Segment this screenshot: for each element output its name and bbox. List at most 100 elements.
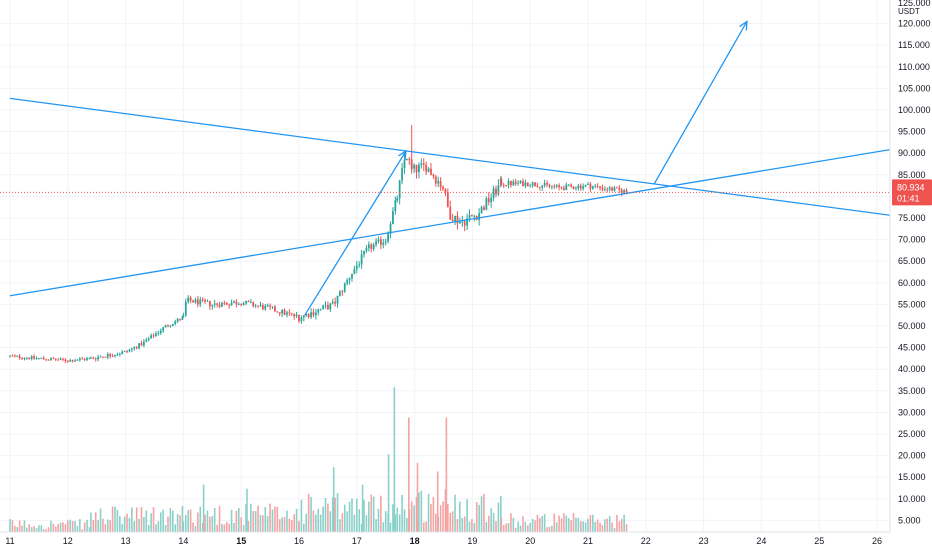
candle-body xyxy=(594,185,597,187)
candle-body xyxy=(543,182,546,186)
candle-body xyxy=(348,278,351,281)
volume-bar xyxy=(240,517,242,532)
candle-body xyxy=(201,299,204,301)
candle-body xyxy=(351,274,353,279)
candle-body xyxy=(76,359,79,361)
volume-bar xyxy=(375,519,377,532)
volume-bar xyxy=(102,518,104,532)
candle-body xyxy=(133,347,136,349)
trend-line xyxy=(9,148,895,297)
chart-grid xyxy=(0,0,890,532)
candle-body xyxy=(389,223,392,234)
candle-body xyxy=(339,291,341,296)
time-tick-label: 23 xyxy=(699,536,709,546)
volume-bar xyxy=(579,521,582,532)
trendline-drawings[interactable] xyxy=(9,20,895,316)
volume-bar xyxy=(478,504,480,532)
volume-bar xyxy=(351,498,353,532)
candle-body xyxy=(334,301,337,304)
volume-bar xyxy=(560,518,563,532)
volume-bar xyxy=(485,522,488,532)
candle-body xyxy=(130,348,133,350)
candle-body xyxy=(196,299,199,305)
candle-body xyxy=(538,186,541,188)
volume-bar xyxy=(519,525,522,532)
volume-bar xyxy=(459,501,461,532)
candle-body xyxy=(497,185,500,195)
volume-bar xyxy=(225,521,228,532)
volume-bar xyxy=(442,501,444,532)
volume-bar xyxy=(88,527,91,532)
volume-bar xyxy=(233,523,235,532)
candle-body xyxy=(102,356,104,358)
candle-body xyxy=(302,315,305,318)
time-tick-label: 13 xyxy=(121,536,131,546)
candle-body xyxy=(599,186,601,188)
candle-body xyxy=(164,325,167,328)
volume-bar xyxy=(235,510,238,532)
candle-body xyxy=(9,355,11,357)
volume-bar xyxy=(67,520,69,532)
candle-body xyxy=(372,244,375,250)
volume-bar xyxy=(218,506,221,532)
candle-body xyxy=(147,338,150,341)
volume-bar xyxy=(71,521,74,532)
volume-bar xyxy=(283,516,286,532)
price-tick-label: 95.000 xyxy=(898,127,926,137)
candle-body xyxy=(225,302,228,305)
candle-body xyxy=(329,303,332,310)
volume-bar xyxy=(123,516,126,532)
volume-bar xyxy=(201,523,204,532)
volume-bar xyxy=(616,514,618,532)
volume-bar xyxy=(365,515,368,532)
candle-body xyxy=(221,302,223,307)
volume-bar xyxy=(30,527,33,532)
candle-body xyxy=(413,164,416,169)
candle-body xyxy=(444,189,447,193)
volume-bar xyxy=(295,508,298,532)
candle-body xyxy=(473,215,476,217)
volume-bar xyxy=(18,520,21,532)
time-axis[interactable]: 11 12 13 14 15 16 17 18 19 20 21 22 23 24 25 26 xyxy=(0,531,932,550)
volume-bar xyxy=(298,520,300,532)
candle-body xyxy=(192,300,194,303)
candle-body xyxy=(242,303,245,306)
last-price-badge: 80.934 01:41 xyxy=(892,179,932,206)
candle-body xyxy=(47,359,50,361)
volume-bar xyxy=(466,499,468,532)
volume-bar xyxy=(343,504,346,532)
candle-body xyxy=(524,182,527,187)
volume-bar xyxy=(434,513,437,532)
volume-bar xyxy=(422,522,425,532)
volume-bar xyxy=(363,499,365,532)
price-axis[interactable]: USDT 5.000 10.000 15.000 20.000 25.000 30.000… xyxy=(889,0,932,550)
candle-body xyxy=(240,304,243,306)
volume-bar xyxy=(162,509,164,532)
time-tick-label: 26 xyxy=(872,536,882,546)
volume-bar xyxy=(543,514,546,532)
price-tick-label: 70.000 xyxy=(898,235,926,245)
candle-body xyxy=(434,176,437,184)
volume-bar xyxy=(228,523,230,532)
candle-body xyxy=(179,318,181,320)
volume-bar xyxy=(276,506,279,532)
volume-bar xyxy=(623,514,625,532)
candle-body xyxy=(16,355,19,357)
candle-body xyxy=(247,300,250,303)
volume-bar xyxy=(157,521,160,532)
volume-bar xyxy=(418,492,420,532)
time-tick-label: 12 xyxy=(63,536,73,546)
volume-bar xyxy=(172,510,174,532)
price-tick-label: 5.000 xyxy=(898,515,921,525)
volume-bar xyxy=(143,517,145,532)
volume-bar xyxy=(179,515,181,532)
volume-bar xyxy=(64,524,67,532)
candle-body xyxy=(422,163,425,165)
volume-bar xyxy=(167,516,169,532)
volume-bar xyxy=(461,518,464,532)
volume-bar xyxy=(553,513,556,532)
time-tick-label: 20 xyxy=(525,536,535,546)
volume-bar xyxy=(322,506,324,532)
volume-bar xyxy=(341,513,344,532)
